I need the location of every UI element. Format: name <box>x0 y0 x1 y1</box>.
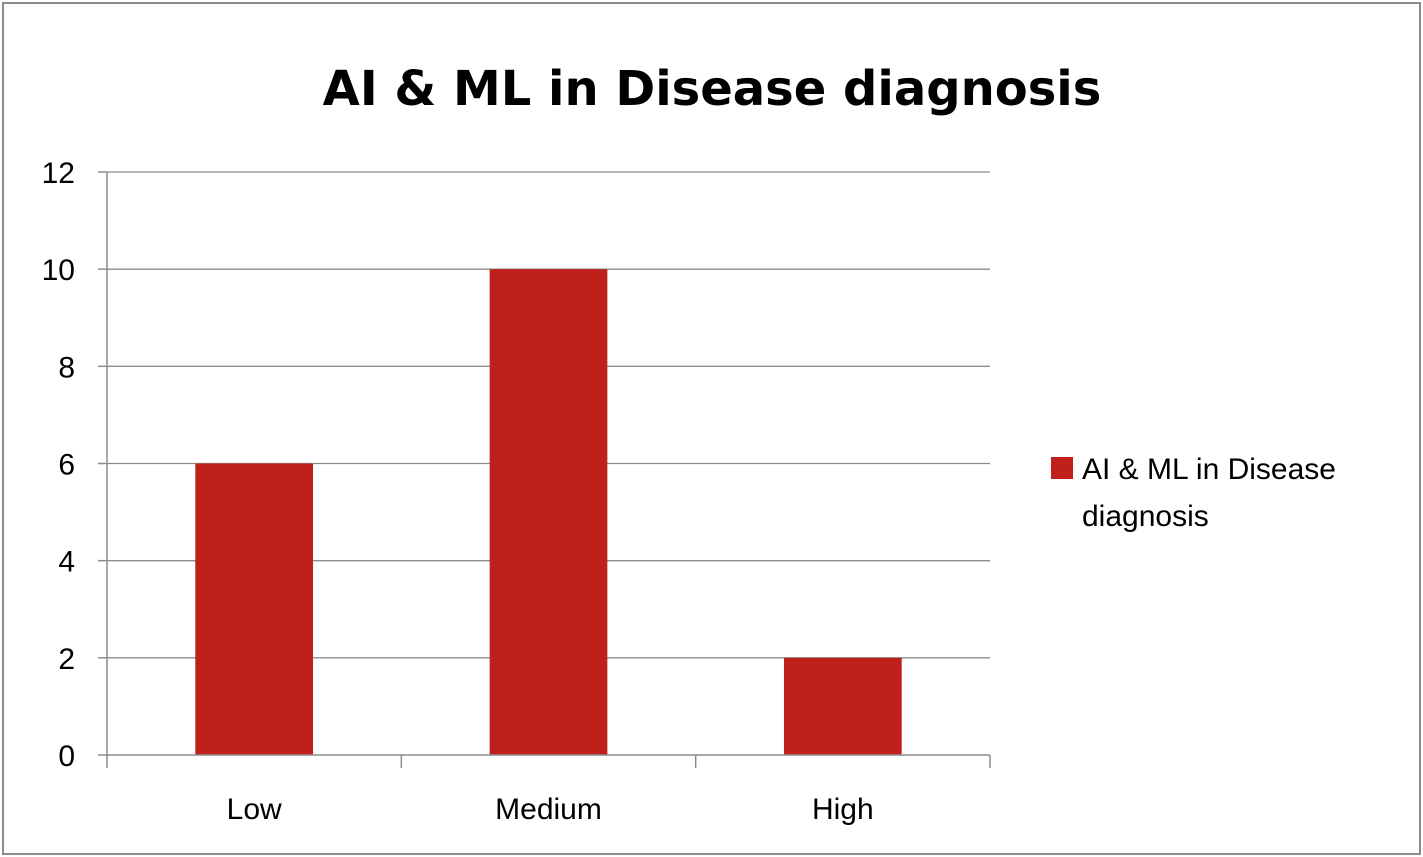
y-tick-labels: 0 2 4 6 8 10 12 <box>42 157 75 773</box>
bars <box>195 269 902 755</box>
axes <box>98 171 991 768</box>
y-tick-label: 8 <box>58 351 75 384</box>
legend-label: AI & ML in Disease diagnosis <box>1082 453 1344 533</box>
legend-label-line-2: diagnosis <box>1082 500 1209 533</box>
x-tick-label: Low <box>227 793 282 826</box>
legend-label-line-1: AI & ML in Disease <box>1082 453 1336 486</box>
y-tick-label: 12 <box>42 157 75 190</box>
bar-high <box>783 657 902 755</box>
y-tick-label: 10 <box>42 254 75 287</box>
y-tick-label: 0 <box>58 740 75 773</box>
bar-medium <box>489 269 608 755</box>
y-tick-label: 2 <box>58 643 75 676</box>
y-tick-label: 6 <box>58 449 75 482</box>
x-tick-labels: Low Medium High <box>227 793 874 826</box>
legend: AI & ML in Disease diagnosis <box>1051 453 1344 533</box>
bar-low <box>195 463 314 755</box>
bar-chart: AI & ML in Disease diagnosis 0 2 4 6 8 10 12 L… <box>42 61 1344 826</box>
legend-swatch <box>1051 457 1073 479</box>
x-tick-label: Medium <box>495 793 602 826</box>
x-tick-label: High <box>812 793 874 826</box>
y-tick-label: 4 <box>58 546 75 579</box>
chart-title: AI & ML in Disease diagnosis <box>323 61 1102 117</box>
